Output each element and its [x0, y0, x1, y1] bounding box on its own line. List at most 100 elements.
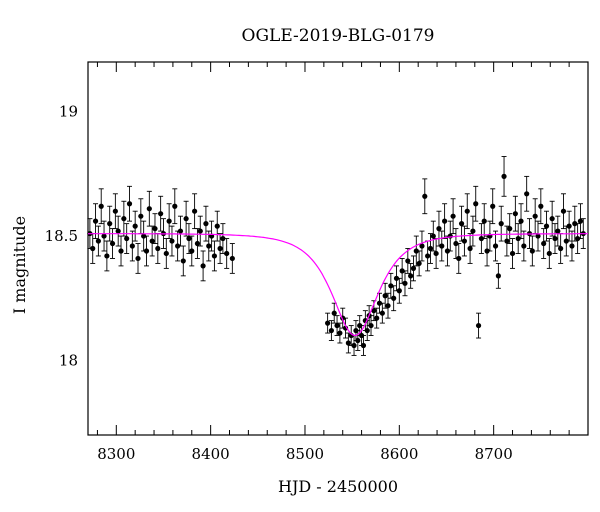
data-point — [413, 235, 419, 267]
data-point — [422, 178, 428, 215]
data-marker — [206, 243, 212, 249]
data-marker — [566, 223, 572, 229]
data-point — [543, 210, 550, 242]
data-point — [470, 215, 476, 247]
data-point — [408, 262, 414, 289]
data-marker — [192, 208, 198, 214]
data-marker — [464, 208, 470, 214]
data-marker — [524, 191, 530, 197]
data-point — [180, 245, 186, 277]
data-marker — [541, 240, 547, 247]
data-point — [121, 200, 127, 237]
data-marker — [189, 248, 195, 254]
data-point — [577, 203, 584, 240]
data-point — [507, 213, 513, 244]
data-marker — [360, 342, 367, 349]
data-point — [478, 223, 484, 254]
data-marker — [138, 213, 144, 219]
data-point — [186, 223, 192, 254]
data-point — [518, 203, 524, 240]
data-point — [379, 302, 385, 324]
data-point — [337, 322, 343, 344]
data-marker — [436, 226, 442, 232]
data-marker — [470, 228, 476, 234]
data-marker — [467, 245, 473, 252]
data-point — [388, 272, 394, 299]
chart-title: OGLE-2019-BLG-0179 — [242, 26, 435, 46]
data-marker — [92, 218, 99, 224]
data-marker — [529, 248, 535, 254]
x-tick-label: 8500 — [286, 445, 324, 463]
data-marker — [143, 248, 150, 254]
data-point — [430, 220, 436, 252]
data-marker — [509, 250, 516, 257]
x-axis-label: HJD - 2450000 — [278, 477, 398, 496]
model-curve — [88, 233, 588, 336]
data-point — [495, 262, 501, 289]
data-point — [385, 292, 391, 319]
data-point — [112, 193, 118, 230]
data-point — [529, 235, 535, 267]
data-point — [490, 188, 496, 225]
data-marker — [507, 226, 513, 232]
data-point — [90, 233, 96, 264]
data-point — [419, 230, 425, 262]
data-point — [101, 220, 107, 252]
data-marker — [345, 340, 351, 346]
data-point — [163, 238, 169, 269]
data-marker — [475, 322, 482, 329]
data-point — [436, 210, 442, 247]
data-point — [572, 205, 578, 242]
data-point — [360, 335, 367, 356]
data-point — [325, 312, 331, 334]
data-marker — [577, 218, 584, 224]
data-point — [405, 248, 411, 274]
data-marker — [447, 233, 453, 239]
data-point — [538, 188, 544, 225]
data-marker — [203, 221, 209, 227]
data-point — [521, 230, 527, 262]
data-marker — [555, 228, 561, 234]
data-point — [177, 215, 184, 247]
data-marker — [478, 235, 484, 242]
data-point — [98, 188, 104, 225]
data-marker — [166, 218, 172, 224]
data-point — [501, 156, 507, 197]
data-marker — [382, 293, 388, 299]
data-point — [444, 235, 451, 267]
data-marker — [355, 337, 361, 344]
data-marker — [90, 245, 96, 252]
data-point — [146, 190, 152, 227]
data-marker — [155, 245, 161, 252]
data-point — [229, 243, 235, 274]
data-marker — [146, 206, 152, 212]
data-marker — [481, 218, 487, 224]
data-marker — [504, 238, 510, 244]
data-point — [447, 220, 453, 252]
data-point — [396, 277, 402, 304]
data-point — [515, 223, 521, 254]
data-point — [546, 238, 552, 269]
data-marker — [456, 255, 462, 262]
data-marker — [558, 245, 564, 252]
data-point — [129, 230, 135, 262]
data-point — [172, 188, 178, 225]
data-point — [126, 185, 133, 222]
data-marker — [399, 268, 405, 274]
data-marker — [560, 208, 567, 214]
data-marker — [549, 216, 555, 222]
data-point — [92, 203, 99, 240]
data-point — [206, 230, 212, 262]
data-marker — [229, 255, 235, 262]
data-point — [331, 302, 337, 324]
data-marker — [186, 235, 192, 242]
data-point — [214, 210, 220, 242]
data-point — [450, 198, 456, 235]
data-marker — [177, 228, 184, 234]
data-point — [115, 215, 121, 247]
data-point — [541, 228, 547, 259]
data-marker — [211, 253, 218, 259]
data-marker — [501, 173, 507, 179]
data-marker — [430, 233, 436, 239]
data-marker — [569, 243, 575, 249]
